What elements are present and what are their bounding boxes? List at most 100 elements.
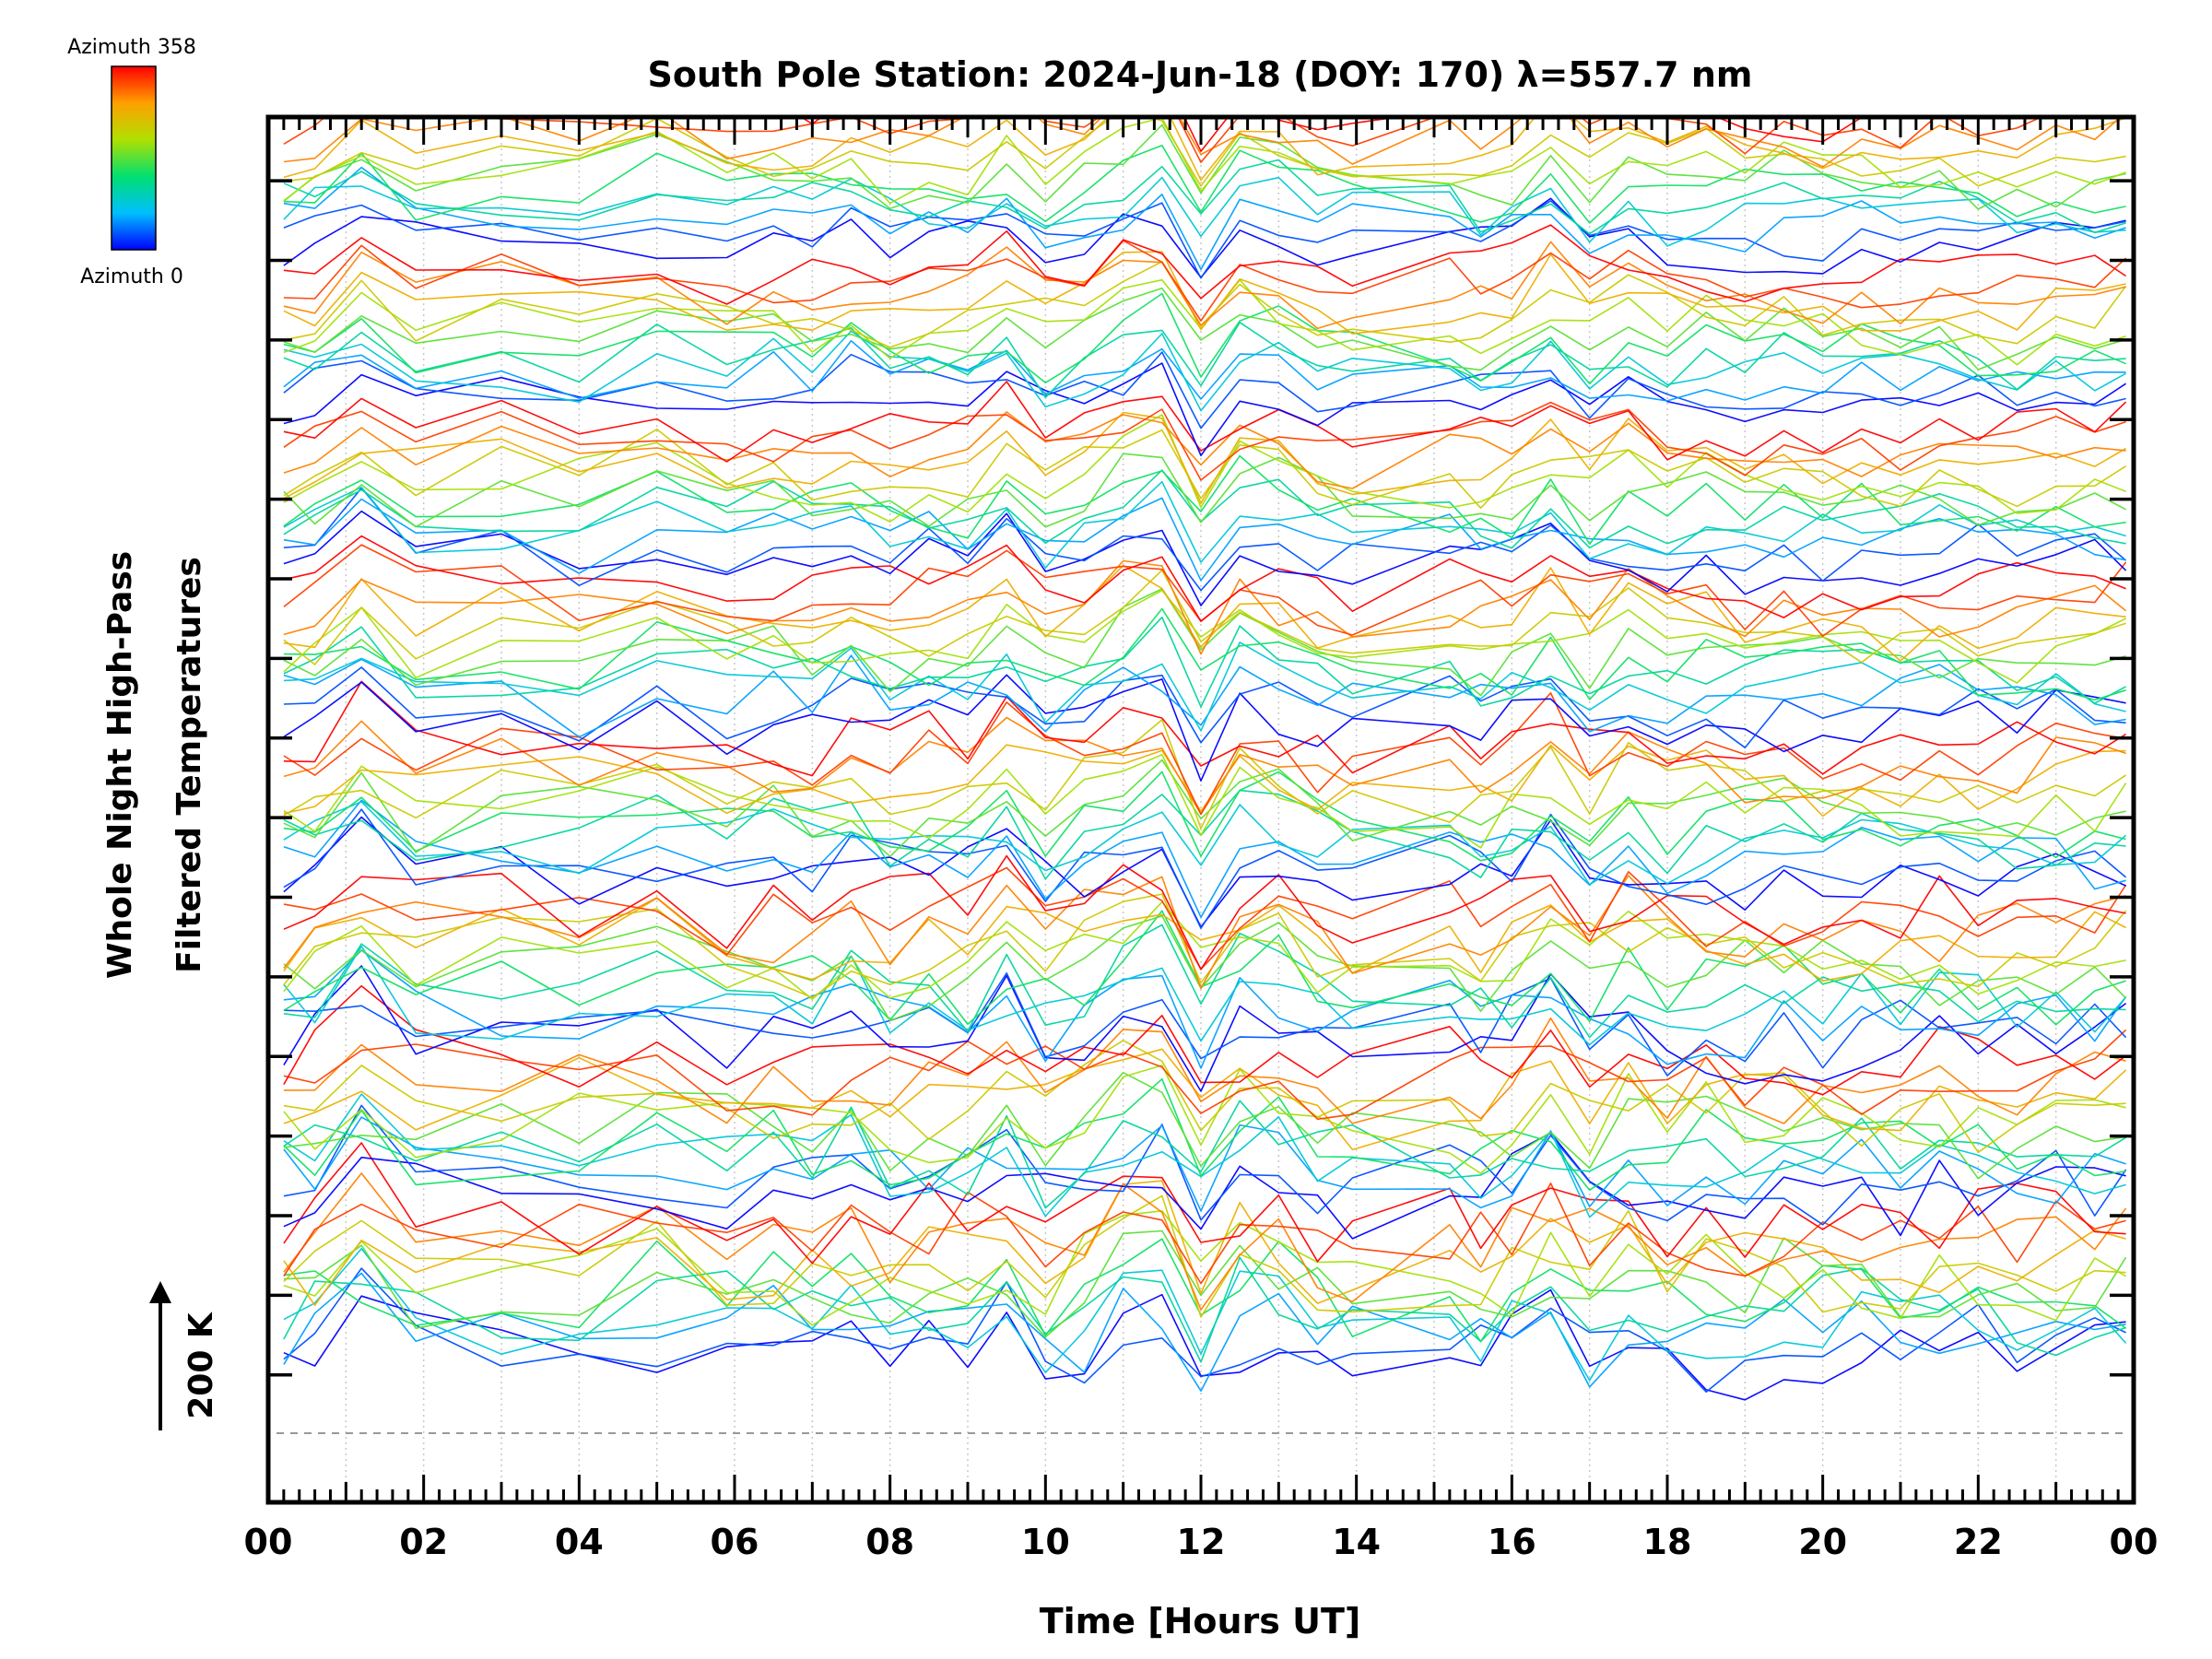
series-line xyxy=(283,176,2126,247)
series-line xyxy=(283,241,2126,330)
series-lines xyxy=(283,117,2127,1401)
x-tick-label: 16 xyxy=(1488,1522,1536,1562)
scale-bar-label: 200 K xyxy=(182,1312,220,1419)
series-line xyxy=(283,159,2126,235)
series-line xyxy=(283,854,2126,971)
chart-title: South Pole Station: 2024-Jun-18 (DOY: 17… xyxy=(648,54,1753,95)
series-line xyxy=(283,251,2126,335)
series-line xyxy=(283,972,2127,1077)
series-line xyxy=(283,240,2127,322)
series-line xyxy=(283,351,2126,429)
series-line xyxy=(283,278,2126,366)
series-line xyxy=(283,771,2126,862)
series-line xyxy=(283,692,2126,816)
series-line xyxy=(283,469,2126,549)
colorbar: Azimuth 358 Azimuth 0 xyxy=(67,36,196,288)
x-tick-label: 20 xyxy=(1798,1522,1847,1562)
series-line xyxy=(283,401,2126,481)
series-line xyxy=(283,674,2126,782)
series-line xyxy=(283,411,2126,489)
colorbar-top-label: Azimuth 358 xyxy=(67,36,196,59)
series-line xyxy=(283,288,2126,371)
series-line xyxy=(283,1048,2127,1151)
x-tick-label: 02 xyxy=(399,1522,448,1562)
series-line xyxy=(283,897,2126,982)
series-line xyxy=(283,1210,2127,1326)
y-axis-label-line2: Filtered Temperatures xyxy=(171,557,208,973)
series-line xyxy=(283,330,2126,412)
x-tick-labels: 00 02 04 06 08 10 12 14 16 18 20 22 00 xyxy=(244,1522,2159,1562)
series-line xyxy=(283,1029,2127,1121)
series-line xyxy=(283,900,2126,1000)
x-tick-label: 12 xyxy=(1177,1522,1226,1562)
axis-ticks xyxy=(266,117,2136,1502)
series-line xyxy=(283,497,2126,582)
x-tick-label: 18 xyxy=(1643,1522,1692,1562)
series-line xyxy=(283,197,2126,278)
series-line xyxy=(283,893,2127,998)
series-line xyxy=(283,984,2127,1096)
series-line xyxy=(283,1017,2126,1124)
series-line xyxy=(283,915,2127,1022)
x-tick-label: 14 xyxy=(1332,1522,1381,1562)
series-line xyxy=(283,261,2127,348)
series-line xyxy=(283,808,2127,929)
scale-bar: 200 K xyxy=(149,1281,220,1430)
series-line xyxy=(283,759,2126,858)
x-tick-label: 22 xyxy=(1954,1522,2003,1562)
series-line xyxy=(283,535,2126,622)
series-line xyxy=(283,117,2126,205)
series-line xyxy=(283,1182,2126,1285)
series-line xyxy=(283,719,2127,830)
series-line xyxy=(283,117,2043,163)
series-line xyxy=(283,411,2127,504)
series-line xyxy=(283,799,2126,918)
scale-bar-arrowhead xyxy=(149,1281,171,1303)
series-line xyxy=(283,1288,2126,1401)
series-line xyxy=(283,117,2123,168)
series-line xyxy=(283,589,2126,684)
x-tick-label: 10 xyxy=(1021,1522,1070,1562)
x-tick-label: 00 xyxy=(2110,1522,2159,1562)
series-line xyxy=(283,362,2127,457)
series-line xyxy=(283,1248,2127,1382)
series-line xyxy=(283,744,2126,818)
series-line xyxy=(283,924,2126,1039)
x-axis-label: Time [Hours UT] xyxy=(1040,1601,1361,1641)
series-line xyxy=(283,200,2126,279)
series-line xyxy=(283,801,2127,886)
series-line xyxy=(283,429,2127,510)
series-line xyxy=(283,910,2126,1026)
series-line xyxy=(283,1132,2126,1240)
series-line xyxy=(283,1180,2126,1306)
y-axis-label-line1: Whole Night High-Pass xyxy=(101,551,139,979)
series-line xyxy=(283,616,2126,708)
series-line xyxy=(283,414,2126,523)
x-tick-label: 00 xyxy=(244,1522,293,1562)
series-line xyxy=(283,117,2126,182)
series-line xyxy=(283,680,2127,777)
series-line xyxy=(283,875,2126,990)
series-line xyxy=(283,654,2126,738)
series-line xyxy=(283,166,2126,271)
series-line xyxy=(283,1256,2126,1363)
series-line xyxy=(283,1230,2127,1338)
series-line xyxy=(283,754,2127,849)
x-tick-label: 08 xyxy=(865,1522,914,1562)
x-tick-label: 06 xyxy=(711,1522,759,1562)
series-line xyxy=(283,1142,2126,1265)
colorbar-gradient xyxy=(111,65,157,251)
series-line xyxy=(283,1267,2126,1393)
series-line xyxy=(283,1040,2126,1154)
series-line xyxy=(283,965,2127,1092)
series-line xyxy=(283,117,2126,187)
x-tick-label: 04 xyxy=(555,1522,604,1562)
series-line xyxy=(283,1116,2126,1212)
series-line xyxy=(283,480,2126,569)
y-axis-label: Whole Night High-Pass Filtered Temperatu… xyxy=(101,551,208,979)
series-line xyxy=(283,510,2127,606)
series-line xyxy=(283,866,2127,971)
series-line xyxy=(283,1172,2127,1311)
series-line xyxy=(283,641,2126,732)
